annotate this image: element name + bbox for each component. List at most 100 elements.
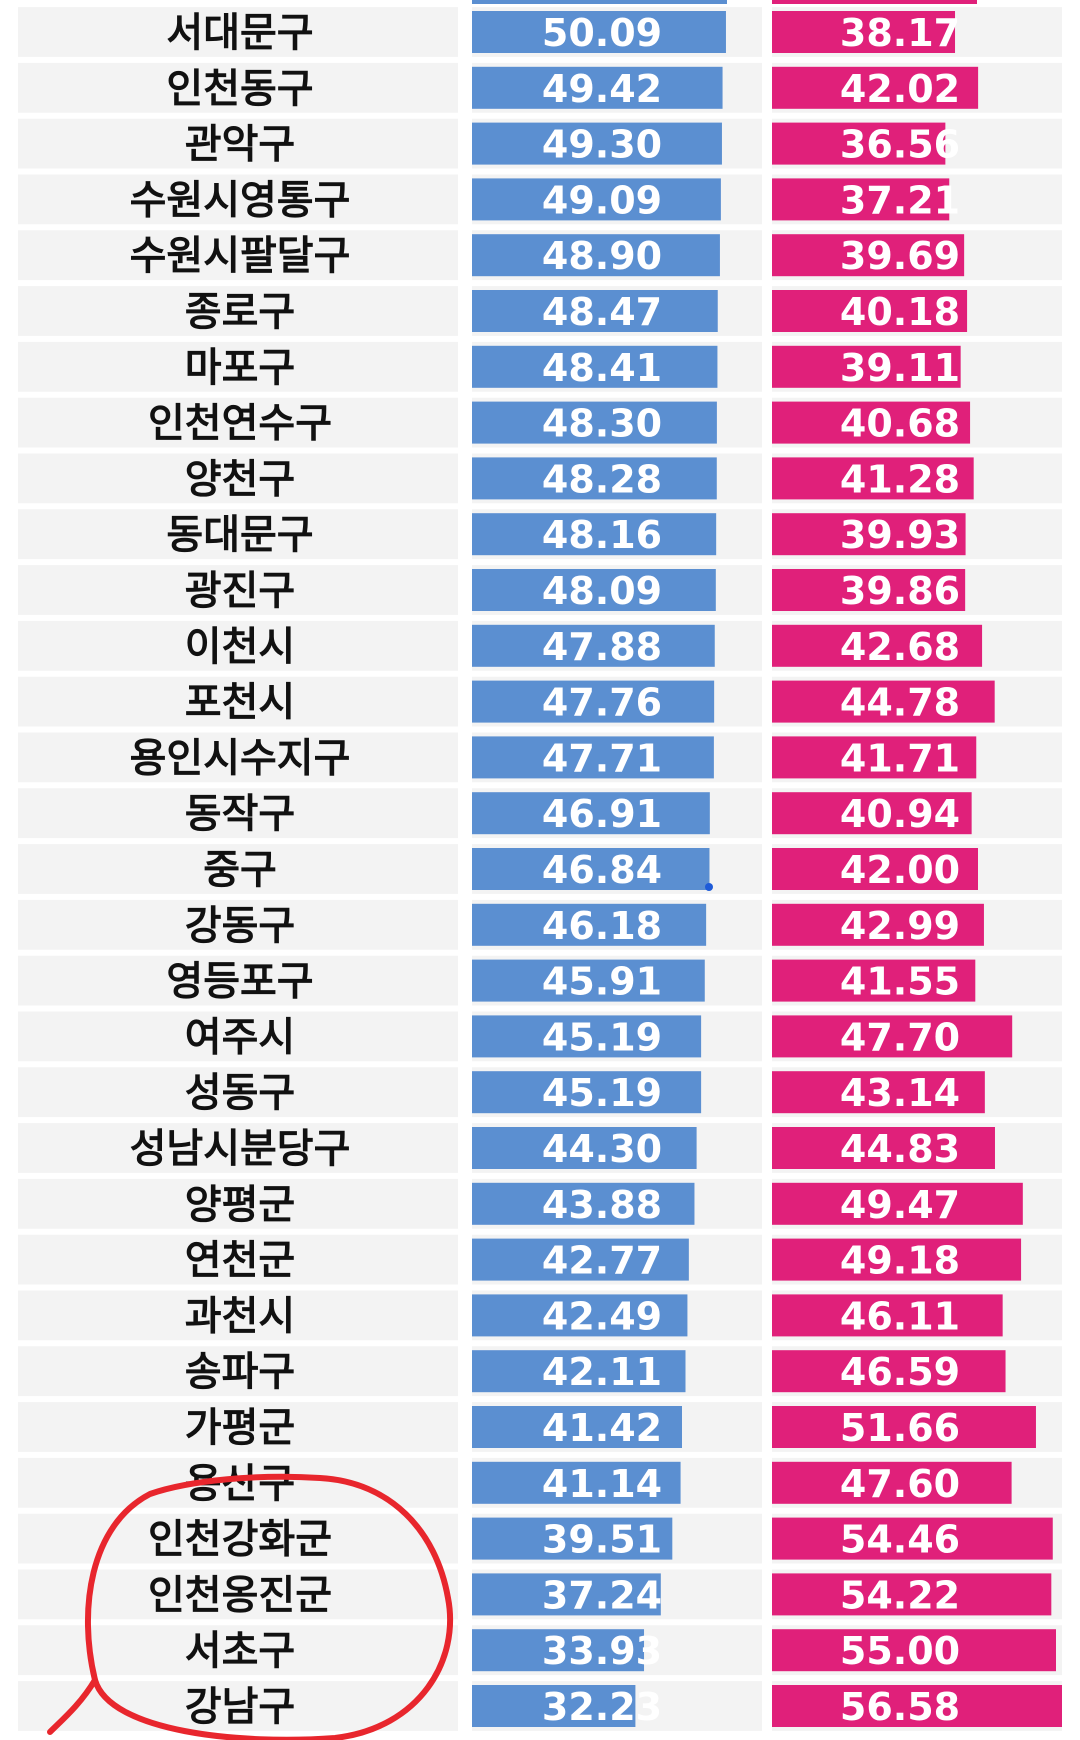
data-label: 47.71 <box>542 736 662 780</box>
bar-series-1 <box>472 1127 697 1169</box>
data-label: 41.42 <box>542 1406 662 1450</box>
data-label: 45.19 <box>542 1071 662 1115</box>
data-label: 44.83 <box>840 1127 960 1171</box>
data-label: 56.58 <box>840 1685 960 1729</box>
bar-series-2 <box>772 345 961 388</box>
category-label: 서대문구 <box>166 10 313 56</box>
data-label: 42.49 <box>542 1294 662 1338</box>
category-label: 중구 <box>203 847 277 893</box>
data-label: 49.47 <box>840 1183 960 1227</box>
data-label: 43.88 <box>542 1183 662 1227</box>
row-background <box>18 955 458 1006</box>
bar-series-2 <box>772 903 984 946</box>
row-background <box>18 620 458 671</box>
data-label: 47.76 <box>542 681 662 725</box>
circle-tail-stroke <box>47 1677 98 1735</box>
category-label: 양평군 <box>185 1182 295 1228</box>
category-label: 가평군 <box>185 1405 295 1451</box>
bar-series-1 <box>472 401 717 444</box>
data-label: 49.42 <box>542 67 662 111</box>
bar-series-2 <box>772 1461 1012 1504</box>
data-label: 47.88 <box>542 625 662 669</box>
data-label: 37.24 <box>542 1573 662 1617</box>
data-label: 54.22 <box>840 1573 960 1617</box>
row-background <box>18 1234 458 1285</box>
row-background <box>18 397 458 448</box>
bar-series-2 <box>772 401 971 444</box>
bar-series-1 <box>472 1071 702 1114</box>
bar-series-2 <box>772 624 983 667</box>
bar-partial-top <box>472 0 727 4</box>
category-label: 광진구 <box>185 568 295 614</box>
bar-series-1 <box>472 1461 681 1504</box>
row-background <box>18 899 458 950</box>
bar-series-1 <box>472 1182 695 1225</box>
bar-series-2 <box>772 513 966 556</box>
bar-series-1 <box>472 736 714 779</box>
data-label: 46.18 <box>542 904 662 948</box>
bar-series-1 <box>472 903 707 946</box>
category-label: 포천시 <box>185 680 295 726</box>
data-label: 39.93 <box>840 513 960 557</box>
row-background <box>18 174 458 225</box>
bar-series-2 <box>772 792 972 835</box>
data-label: 42.00 <box>840 848 960 892</box>
hand-drawn-circle-annotation <box>84 1473 454 1740</box>
category-label: 성남시분당구 <box>130 1126 351 1172</box>
data-label: 40.68 <box>840 402 960 446</box>
data-label: 48.16 <box>542 513 662 557</box>
bar-series-2 <box>772 1071 985 1114</box>
data-label: 44.78 <box>840 681 960 725</box>
data-label: 32.23 <box>542 1685 662 1729</box>
row-background <box>18 509 458 560</box>
bar-series-2 <box>772 457 974 500</box>
row-background <box>18 118 458 169</box>
data-label: 48.28 <box>542 457 662 501</box>
category-label: 인천강화군 <box>148 1517 332 1563</box>
data-label: 42.77 <box>542 1239 662 1283</box>
data-label: 51.66 <box>840 1406 960 1450</box>
data-label: 42.99 <box>840 904 960 948</box>
data-label: 39.11 <box>840 346 960 390</box>
category-label: 이천시 <box>185 624 295 670</box>
bar-series-2 <box>772 848 978 890</box>
bar-series-2 <box>772 1238 1022 1281</box>
row-background <box>18 1290 458 1341</box>
data-label: 46.84 <box>542 848 662 892</box>
data-label: 48.30 <box>542 402 662 446</box>
bar-series-1 <box>472 1015 702 1058</box>
bars <box>472 0 1062 1727</box>
bar-series-1 <box>472 1294 688 1337</box>
data-label: 48.09 <box>542 569 662 613</box>
category-label: 동작구 <box>185 791 295 837</box>
row-background <box>18 1513 458 1564</box>
category-label: 동대문구 <box>166 512 313 558</box>
data-label: 54.46 <box>840 1518 960 1562</box>
dot-marker <box>705 883 713 891</box>
bar-series-1 <box>472 959 705 1002</box>
row-background <box>18 1067 458 1118</box>
category-label: 종로구 <box>185 289 295 335</box>
data-label: 39.69 <box>840 234 960 278</box>
bar-series-2 <box>772 1573 1052 1616</box>
row-background <box>18 565 458 615</box>
row-background <box>18 230 458 281</box>
row-background <box>18 1011 458 1062</box>
data-label: 42.68 <box>840 625 960 669</box>
bar-series-1 <box>472 1573 661 1616</box>
row-background <box>18 1178 458 1229</box>
data-label: 40.94 <box>840 792 960 836</box>
bar-series-2 <box>772 66 979 109</box>
category-label: 수원시팔달구 <box>130 233 351 279</box>
bar-series-1 <box>472 569 716 611</box>
bar-series-1 <box>472 345 718 388</box>
data-label: 42.02 <box>840 67 960 111</box>
row-background <box>18 1402 458 1452</box>
bar-series-1 <box>472 680 715 723</box>
bar-series-2 <box>772 1685 1062 1727</box>
data-label: 40.18 <box>840 290 960 334</box>
data-label: 49.30 <box>542 123 662 167</box>
data-label: 49.09 <box>542 178 662 222</box>
bar-series-1 <box>472 457 717 500</box>
data-label: 49.18 <box>840 1239 960 1283</box>
